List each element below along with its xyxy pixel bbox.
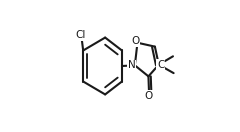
Text: O: O (131, 36, 140, 46)
Text: Cl: Cl (76, 30, 86, 40)
Text: O: O (144, 91, 153, 101)
Text: N: N (128, 60, 136, 70)
Text: C: C (157, 60, 164, 70)
